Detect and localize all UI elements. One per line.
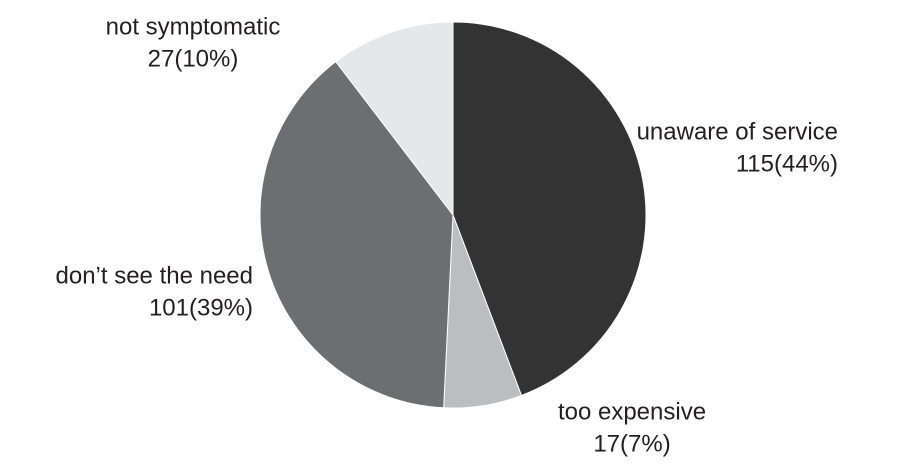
slice-value-label: 27(10%) <box>148 45 239 72</box>
pie-slice <box>452 21 647 397</box>
slice-value-label: 101(39%) <box>149 294 253 321</box>
slice-label: don’t see the need <box>56 262 254 289</box>
slice-value-label: 115(44%) <box>736 150 838 177</box>
slice-label: not symptomatic <box>106 13 281 40</box>
slice-label: too expensive <box>558 398 706 425</box>
pie-slice <box>335 21 454 217</box>
pie-slice <box>259 60 454 409</box>
slice-label: unaware of service <box>637 118 838 145</box>
slice-value-label: 17(7%) <box>593 430 670 457</box>
